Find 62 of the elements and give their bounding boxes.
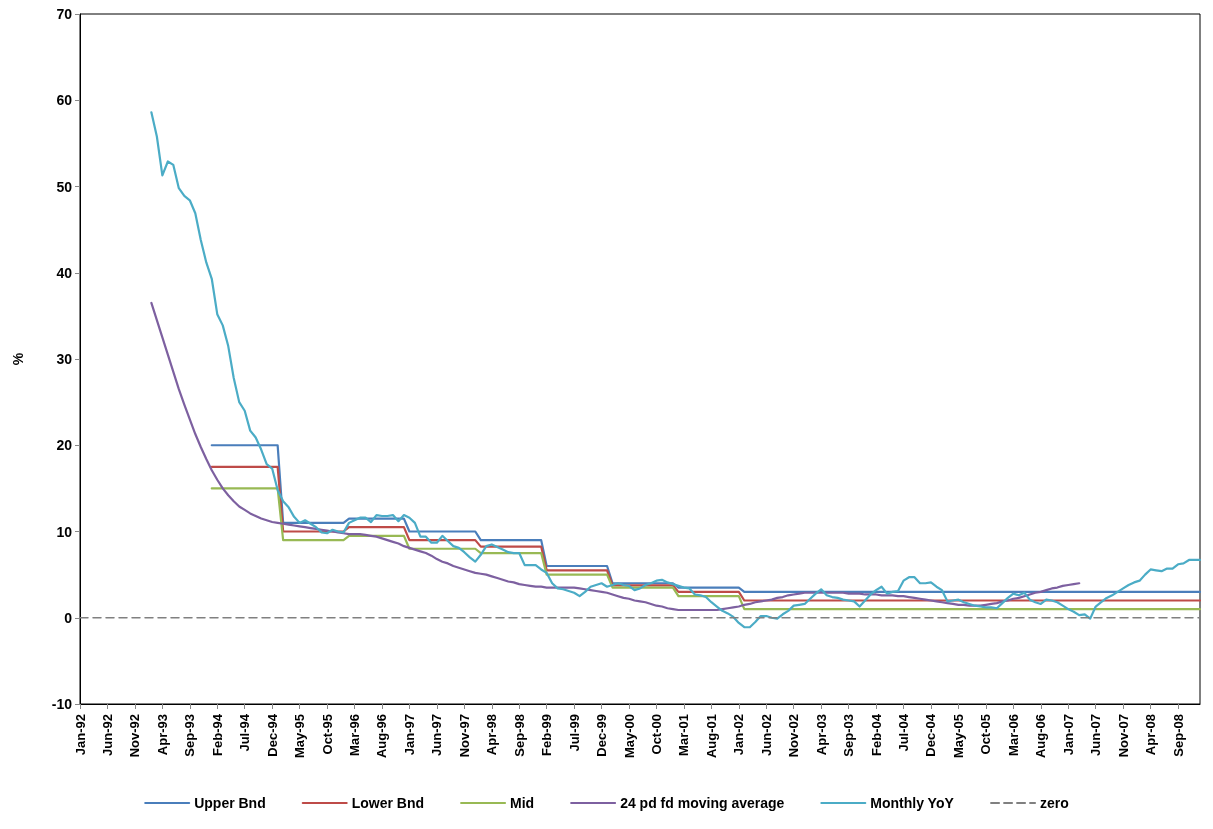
x-tick-label: Sep-98: [511, 714, 527, 757]
x-tick-label: Sep-03: [841, 714, 857, 757]
line-series: [210, 444, 1202, 593]
x-tick-label: Jan-97: [401, 714, 417, 756]
x-tick-label: Apr-98: [484, 714, 500, 756]
y-tick-label: 40: [56, 264, 73, 281]
x-tick-label: Jun-92: [99, 714, 115, 756]
x-tick-label: Jan-07: [1060, 714, 1076, 756]
x-tick-label: Mar-06: [1005, 714, 1021, 756]
x-tick-label: Jul-99: [566, 714, 582, 752]
x-tick-label: Nov-07: [1115, 714, 1131, 758]
x-tick-label: Jan-02: [731, 714, 747, 756]
x-tick-label: Sep-93: [182, 714, 198, 757]
x-tick-label: Sep-08: [1170, 714, 1186, 757]
y-tick-label: 60: [56, 92, 73, 109]
line-series: [150, 301, 1081, 612]
x-tick-label: Mar-01: [676, 714, 692, 756]
x-tick-label: Oct-95: [319, 714, 335, 755]
y-tick-label: 70: [56, 6, 73, 22]
x-tick-label: Nov-97: [456, 714, 472, 758]
y-tick-label: 0: [64, 609, 73, 626]
line-series: [150, 111, 1202, 629]
x-tick-label: May-95: [292, 714, 308, 759]
legend-label: zero: [1040, 795, 1069, 811]
line-series: [210, 487, 1202, 611]
x-tick-label: Apr-03: [813, 714, 829, 756]
y-tick-label: 30: [56, 351, 73, 367]
legend-label: Upper Bnd: [194, 795, 266, 811]
x-tick-label: Jan-92: [72, 714, 88, 756]
x-tick-label: Apr-08: [1143, 714, 1159, 756]
y-tick-label: 50: [56, 178, 73, 195]
x-tick-label: Dec-04: [923, 713, 939, 757]
x-tick-label: Dec-99: [594, 714, 610, 757]
x-tick-label: Aug-06: [1033, 714, 1049, 759]
legend-label: Lower Bnd: [351, 795, 425, 811]
x-tick-label: Oct-00: [648, 714, 664, 755]
x-tick-label: Aug-96: [374, 714, 390, 759]
x-tick-label: Aug-01: [703, 714, 719, 759]
x-tick-label: Jul-04: [896, 713, 912, 752]
x-tick-label: Feb-04: [868, 713, 884, 756]
y-tick-label: -10: [51, 696, 73, 712]
x-tick-label: Dec-94: [264, 713, 280, 757]
y-tick-label: 20: [56, 437, 73, 454]
x-tick-label: Apr-93: [154, 714, 170, 756]
x-tick-label: Nov-92: [127, 714, 143, 758]
x-tick-label: Oct-05: [978, 714, 994, 755]
legend-label: Monthly YoY: [870, 795, 955, 811]
x-tick-label: Jul-94: [237, 713, 253, 752]
x-tick-label: Feb-99: [539, 714, 555, 756]
legend-label: 24 pd fd moving average: [620, 795, 785, 811]
x-tick-label: Mar-96: [347, 714, 363, 756]
x-tick-label: Jun-97: [429, 714, 445, 756]
legend-label: Mid: [510, 795, 535, 811]
x-tick-label: Jun-02: [758, 714, 774, 756]
x-tick-label: May-00: [621, 714, 637, 759]
line-series: [210, 465, 1202, 602]
y-tick-label: 10: [56, 523, 73, 540]
x-tick-label: Nov-02: [786, 714, 802, 758]
x-tick-label: May-05: [950, 714, 966, 759]
x-tick-label: Feb-94: [209, 713, 225, 756]
y-axis-title: %: [10, 352, 26, 366]
x-tick-label: Jun-07: [1088, 714, 1104, 756]
